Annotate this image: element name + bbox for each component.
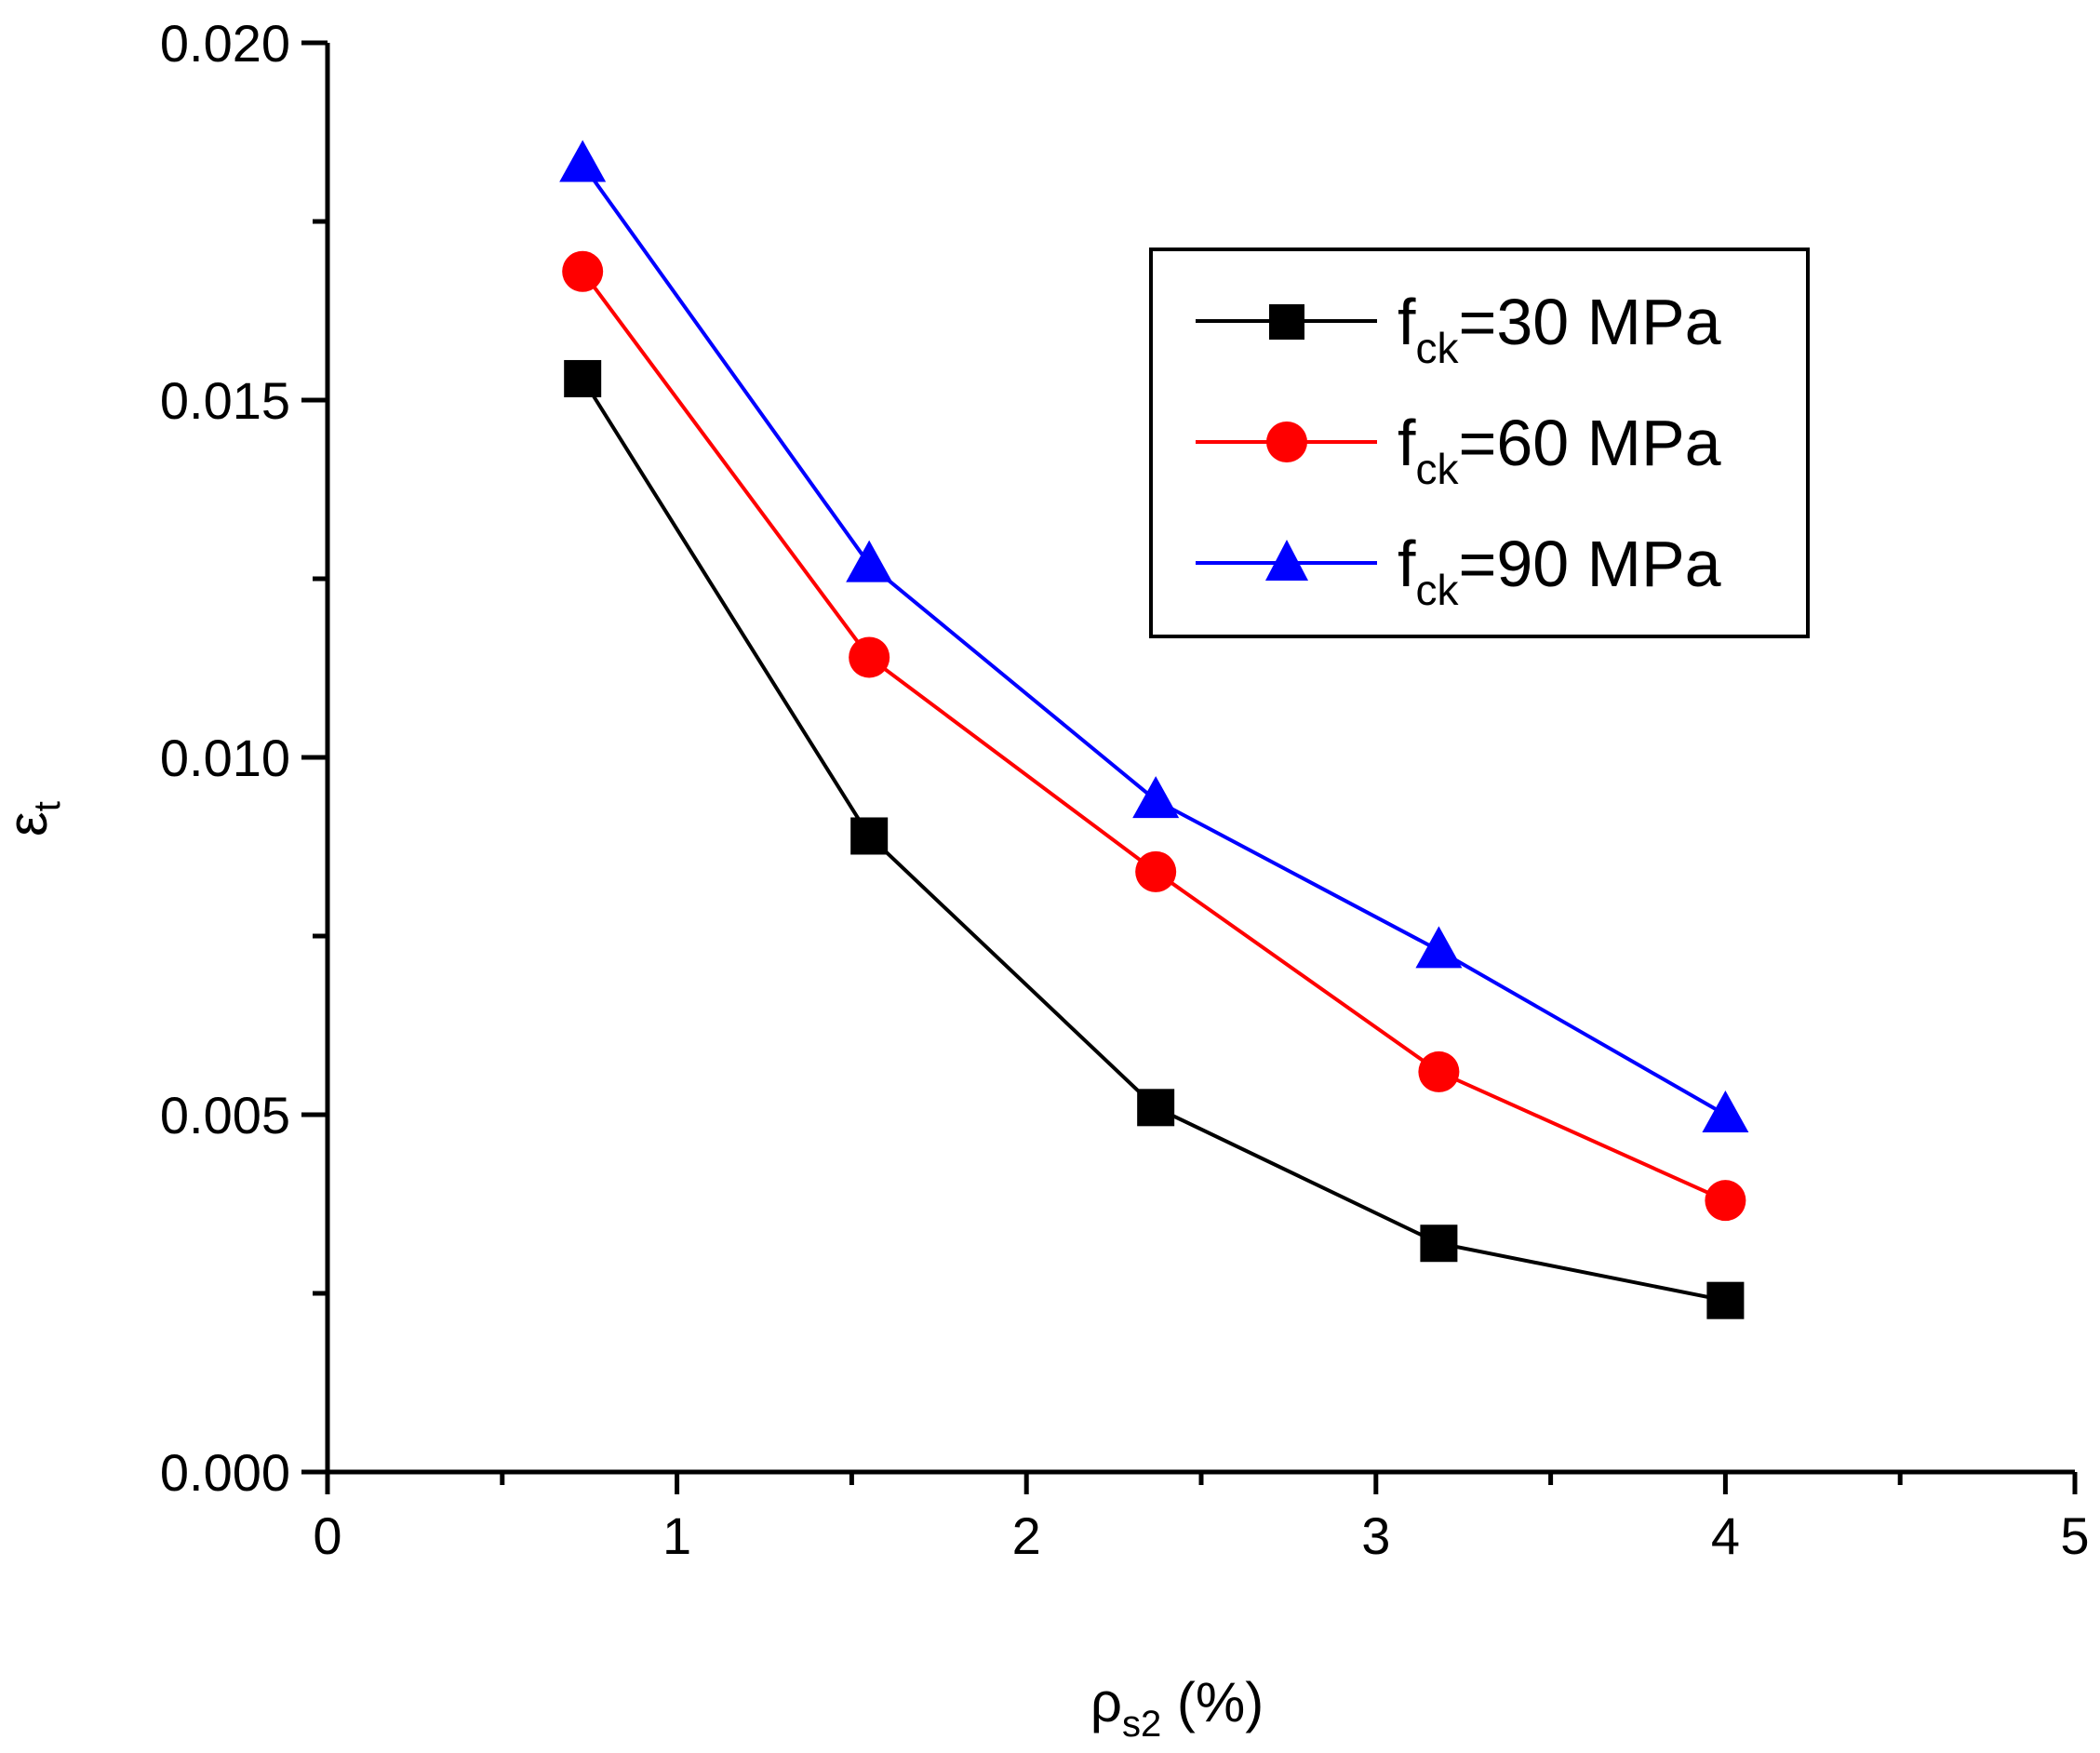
legend-item-1: fck=30 MPa [1196, 286, 1721, 372]
legend-label-2-sub: ck [1415, 445, 1459, 493]
x-axis-title: ρs2 (%) [1090, 1671, 1264, 1745]
data-point-circle [1418, 1050, 1460, 1092]
axes: 0 1 2 3 4 5 0.000 0.005 0.010 0.015 0.020 [160, 14, 2090, 1565]
legend-label-3-sub: ck [1415, 566, 1459, 614]
legend-item-3: fck=90 MPa [1196, 528, 1721, 614]
series-layer [559, 140, 1749, 1319]
y-axis-title-sub: t [27, 801, 68, 811]
x-tick-label: 2 [1012, 1506, 1041, 1565]
y-tick-label: 0.010 [160, 729, 290, 787]
legend-label-3-main: f [1398, 528, 1416, 600]
data-point-square [1420, 1224, 1458, 1263]
legend-circle-marker [1266, 422, 1307, 462]
x-axis-title-suffix: (%) [1161, 1671, 1264, 1733]
data-point-triangle [1132, 776, 1180, 819]
y-axis-title-main: ε [0, 811, 59, 836]
series-3 [559, 140, 1749, 1132]
legend-label-1-suffix: =30 MPa [1458, 286, 1720, 358]
legend-label-3-suffix: =90 MPa [1458, 528, 1720, 600]
legend-item-2: fck=60 MPa [1196, 407, 1721, 493]
legend-label-2-main: f [1398, 407, 1416, 479]
data-point-circle [1705, 1180, 1746, 1222]
data-point-square [1706, 1281, 1745, 1319]
y-tick-label: 0.015 [160, 371, 290, 430]
data-point-square [1137, 1089, 1175, 1127]
y-axis-title: εt [0, 801, 68, 836]
legend-triangle-marker [1265, 540, 1308, 581]
series-1 [564, 359, 1745, 1319]
x-tick-label: 1 [662, 1506, 691, 1565]
y-tick-label: 0.020 [160, 14, 290, 73]
x-tick-label: 0 [313, 1506, 341, 1565]
series-2 [562, 250, 1746, 1222]
legend-label-1-main: f [1398, 286, 1416, 358]
x-axis-title-sub: s2 [1122, 1704, 1161, 1745]
data-point-triangle [1415, 926, 1463, 969]
data-point-square [850, 817, 889, 855]
y-tick-label: 0.005 [160, 1086, 290, 1144]
x-tick-label: 3 [1361, 1506, 1390, 1565]
data-point-square [564, 359, 602, 397]
legend-label-1-sub: ck [1415, 324, 1459, 372]
legend-label-2-suffix: =60 MPa [1458, 407, 1720, 479]
legend-label-2: fck=60 MPa [1398, 407, 1721, 493]
data-point-triangle [846, 540, 893, 582]
legend-square-marker [1269, 304, 1304, 340]
legend: fck=30 MPa fck=60 MPa fck=90 MPa [1149, 248, 1810, 638]
data-point-triangle [1702, 1091, 1749, 1132]
data-point-circle [849, 636, 890, 678]
data-point-circle [1135, 850, 1177, 892]
data-point-triangle [559, 140, 607, 182]
legend-label-1: fck=30 MPa [1398, 286, 1721, 372]
x-axis-title-main: ρ [1090, 1671, 1122, 1733]
data-point-circle [562, 250, 604, 292]
legend-label-3: fck=90 MPa [1398, 528, 1721, 614]
y-tick-label: 0.000 [160, 1443, 290, 1502]
x-tick-label: 5 [2060, 1506, 2089, 1565]
x-tick-label: 4 [1711, 1506, 1740, 1565]
